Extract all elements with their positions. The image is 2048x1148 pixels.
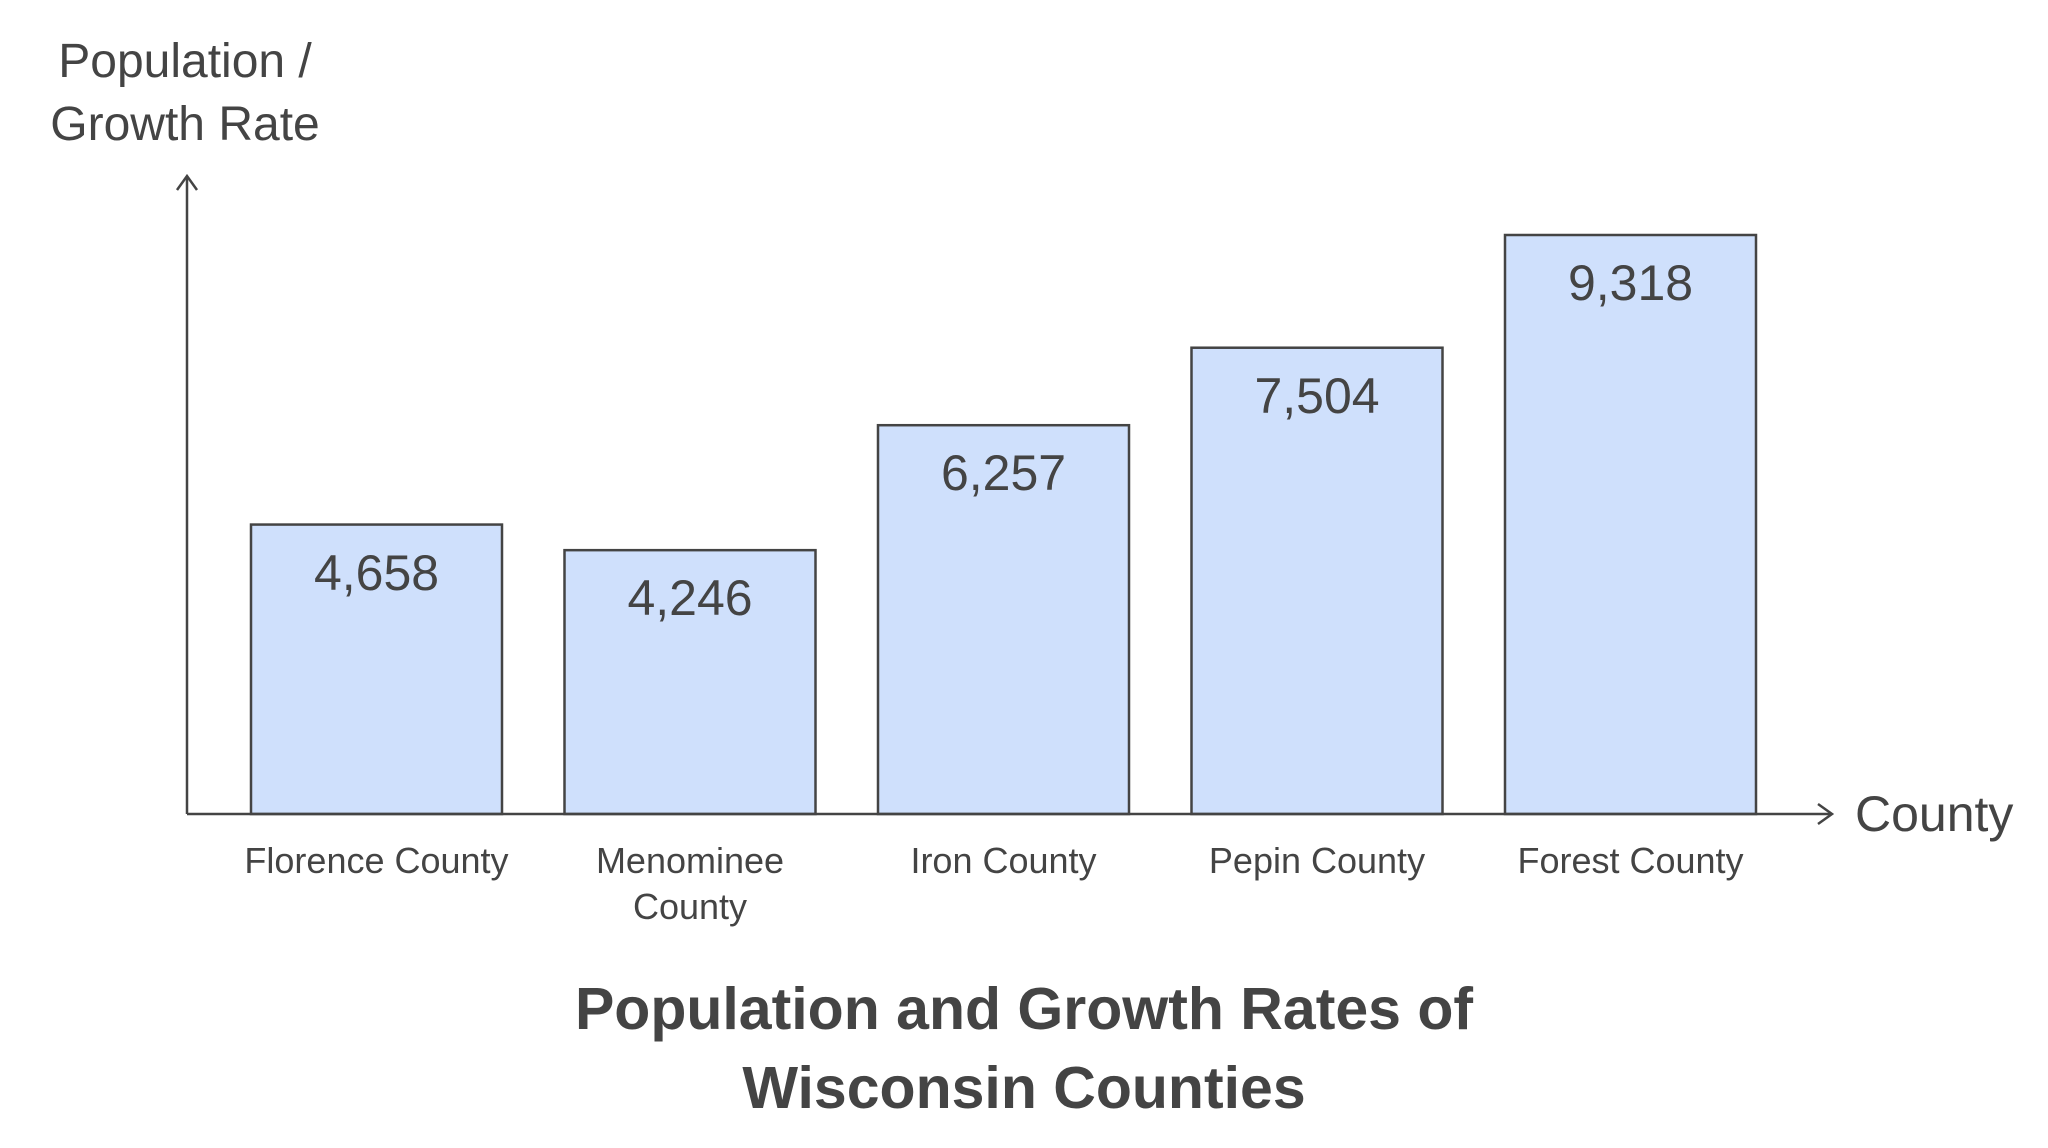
bar [876, 423, 1131, 816]
y-axis-arrow [175, 173, 199, 191]
value-label: 7,504 [1254, 367, 1380, 424]
value-label: 9,318 [1567, 255, 1694, 311]
chart-title: Population and Growth Rates of Wisconsin… [574, 976, 1474, 1121]
x-tick-label: Florence County [244, 840, 509, 881]
value-label: 4,246 [627, 570, 753, 627]
bar [1503, 233, 1758, 816]
value-label: 6,257 [940, 445, 1067, 502]
x-tick-label: Forest County [1517, 840, 1744, 881]
y-axis-label: Population / Growth Rate [50, 35, 320, 151]
bar [1190, 346, 1444, 816]
bar [249, 523, 504, 816]
x-tick-label: Menominee County [595, 840, 785, 927]
value-label: 4,658 [313, 544, 440, 601]
x-axis-label: County [1855, 786, 2014, 842]
x-tick-label: Pepin County [1208, 840, 1426, 881]
x-tick-label: Iron County [910, 840, 1097, 881]
bar [563, 548, 817, 816]
